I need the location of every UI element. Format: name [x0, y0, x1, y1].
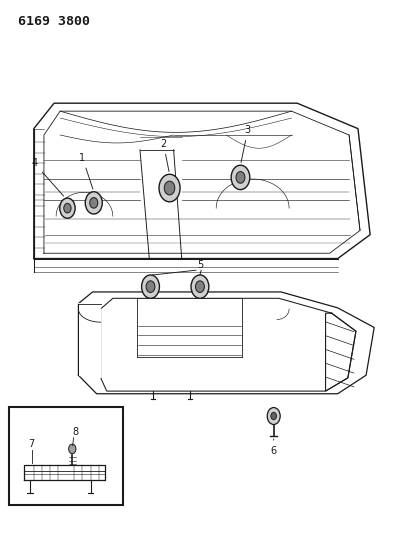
Circle shape — [64, 204, 71, 213]
Circle shape — [231, 165, 250, 190]
Circle shape — [271, 413, 277, 419]
Text: 4: 4 — [31, 158, 64, 196]
Circle shape — [85, 192, 102, 214]
Text: 5: 5 — [197, 260, 203, 270]
Circle shape — [195, 281, 204, 293]
Circle shape — [164, 181, 175, 195]
Circle shape — [142, 275, 160, 298]
Circle shape — [191, 275, 209, 298]
Text: 3: 3 — [241, 125, 251, 163]
Text: 7: 7 — [29, 439, 35, 449]
Circle shape — [159, 174, 180, 202]
Text: 2: 2 — [160, 139, 169, 172]
Text: 6: 6 — [271, 439, 277, 456]
Text: 8: 8 — [72, 427, 78, 437]
Circle shape — [69, 444, 76, 454]
Bar — [9, 407, 123, 505]
Circle shape — [60, 198, 75, 218]
Text: 6169 3800: 6169 3800 — [18, 14, 90, 28]
Text: 1: 1 — [80, 152, 93, 189]
Circle shape — [267, 408, 280, 424]
Circle shape — [146, 281, 155, 293]
Circle shape — [236, 172, 245, 183]
Circle shape — [90, 198, 98, 208]
Polygon shape — [78, 304, 101, 378]
